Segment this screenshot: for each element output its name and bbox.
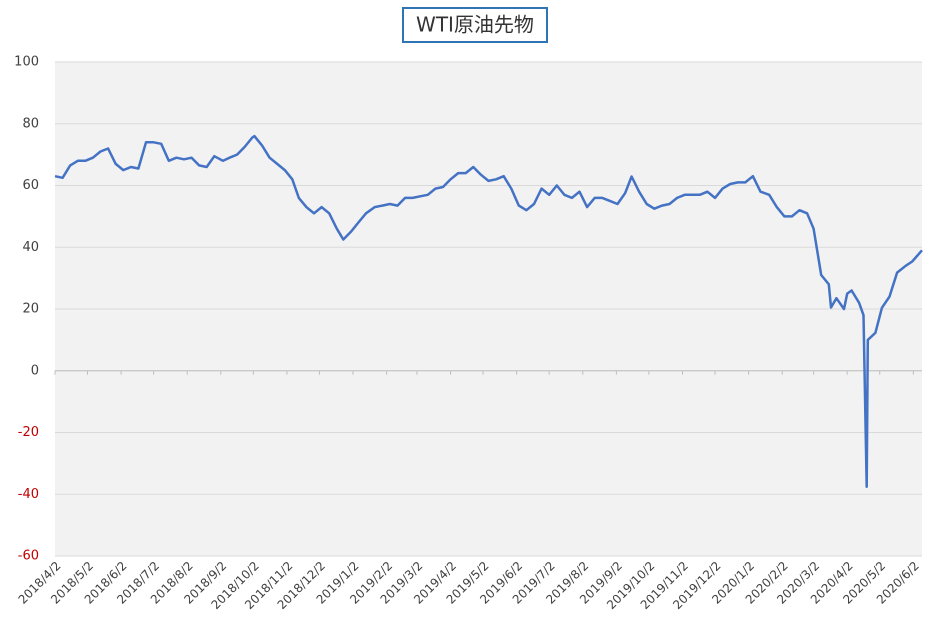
y-tick-label: 40 bbox=[22, 240, 39, 255]
y-tick-label: 0 bbox=[31, 363, 39, 378]
y-tick-label: 60 bbox=[22, 178, 39, 193]
y-tick-label: -60 bbox=[18, 549, 39, 564]
y-tick-label: 20 bbox=[22, 302, 39, 317]
chart-title: WTI原油先物 bbox=[416, 13, 534, 37]
y-tick-label: -20 bbox=[18, 425, 39, 440]
y-tick-label: 100 bbox=[14, 55, 39, 70]
title-box bbox=[402, 7, 548, 43]
data-line bbox=[54, 134, 923, 489]
y-tick-label: 80 bbox=[22, 116, 39, 131]
y-tick-label: -40 bbox=[18, 487, 39, 502]
